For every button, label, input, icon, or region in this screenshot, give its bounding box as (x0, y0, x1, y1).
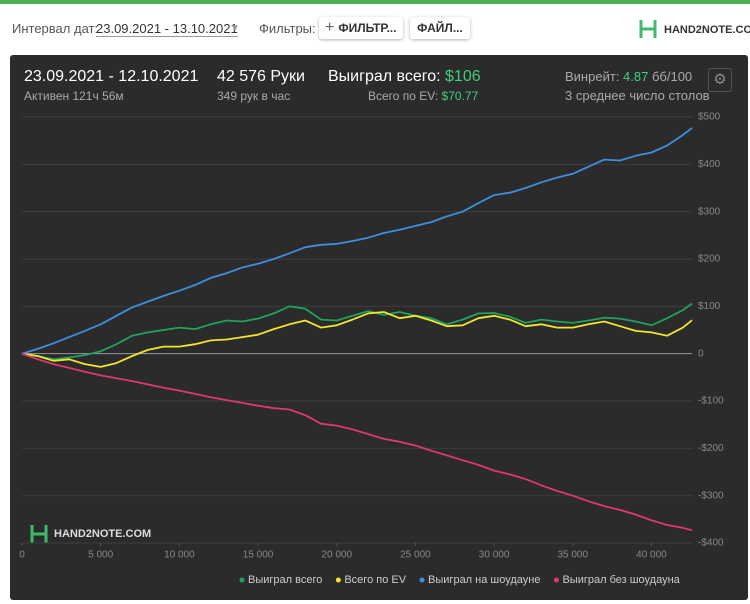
x-tick-label: 40 000 (636, 550, 667, 561)
stats-panel: 23.09.2021 - 12.10.2021 Активен 121ч 56м… (10, 55, 748, 600)
top-bar (0, 0, 750, 4)
x-tick-label: 30 000 (479, 550, 510, 561)
ev-total: Всего по EV: $70.77 (368, 89, 478, 103)
file-button[interactable]: ФАЙЛ... (410, 17, 470, 39)
date-label: Интервал дат: (12, 21, 99, 36)
y-tick-label: $300 (698, 206, 721, 217)
winrate-label: Винрейт: (565, 69, 620, 84)
y-tick-label: $100 (698, 301, 721, 312)
won-label: Выиграл всего: (328, 68, 441, 85)
legend-marker (553, 577, 559, 583)
hands-per-hour: 349 рук в час (217, 89, 291, 103)
tables: 3 среднее число столов (565, 88, 710, 103)
x-tick-label: 0 (19, 550, 25, 561)
x-tick-label: 35 000 (557, 550, 588, 561)
legend-marker (239, 577, 245, 583)
y-tick-label: $500 (698, 112, 721, 123)
x-tick-label: 20 000 (321, 550, 352, 561)
watermark-icon (30, 525, 48, 543)
y-tick-label: $200 (698, 254, 721, 265)
won-total: Выиграл всего: $106 (328, 68, 481, 86)
series-line (21, 311, 693, 368)
logo-text: HAND2NOTE.COM (664, 24, 750, 36)
x-tick-label: 10 000 (164, 550, 195, 561)
filters-label: Фильтры: (259, 21, 316, 36)
legend-label: Выиграл без шоудауна (562, 574, 680, 586)
filter-button[interactable]: + ФИЛЬТР... (319, 17, 403, 39)
x-tick-label: 15 000 (243, 550, 274, 561)
hands: 42 576 Руки (217, 68, 305, 85)
ev-value: $70.77 (441, 89, 479, 103)
period: 23.09.2021 - 12.10.2021 (24, 68, 199, 85)
y-tick-label: -$400 (698, 538, 724, 549)
legend-marker (335, 577, 341, 583)
y-tick-label: $400 (698, 159, 721, 170)
x-tick-label: 5 000 (88, 550, 113, 561)
active-time: Активен 121ч 56м (24, 89, 124, 103)
date-range[interactable]: 23.09.2021 - 13.10.2021 (96, 21, 238, 37)
legend-label: Выиграл всего (248, 574, 322, 586)
legend-marker (419, 577, 425, 583)
won-value: $106 (445, 68, 481, 85)
y-tick-label: -$200 (698, 443, 724, 454)
y-tick-label: -$300 (698, 490, 724, 501)
winrate: Винрейт: 4.87 бб/100 (565, 69, 692, 84)
filter-button-text: ФИЛЬТР... (338, 21, 397, 35)
dropdown-arrow[interactable]: ▼ (230, 23, 240, 34)
chart: HAND2NOTE.COM $500 $400 $300 $200 $100 0 -$100… (19, 112, 724, 586)
settings-button[interactable]: ⚙ (708, 68, 732, 92)
watermark: HAND2NOTE.COM (54, 528, 151, 540)
legend-label: Выиграл на шоудауне (428, 574, 540, 586)
y-tick-label: -$100 (698, 396, 724, 407)
y-tick-label: 0 (698, 348, 704, 359)
winrate-value: 4.87 (623, 69, 649, 84)
series-line (21, 302, 693, 361)
winrate-unit: бб/100 (651, 69, 693, 84)
series-line (21, 352, 693, 532)
logo-icon (639, 20, 657, 38)
x-tick-label: 25 000 (400, 550, 431, 561)
series-line (21, 127, 693, 355)
legend-label: Всего по EV (344, 574, 406, 586)
ev-label: Всего по EV: (368, 89, 439, 103)
